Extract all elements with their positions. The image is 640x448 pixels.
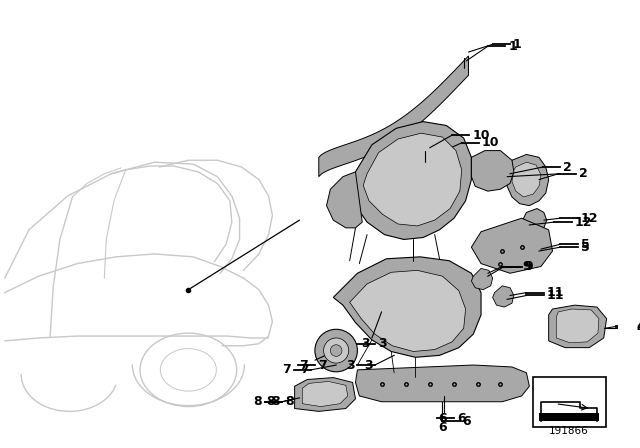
Polygon shape (319, 56, 468, 177)
Text: 10: 10 (482, 136, 499, 149)
Text: 12: 12 (580, 212, 598, 225)
Circle shape (330, 345, 342, 356)
Text: 5: 5 (580, 238, 589, 251)
Text: 6: 6 (457, 412, 465, 425)
Text: 7: 7 (318, 358, 326, 371)
Polygon shape (472, 218, 552, 273)
Text: 1: 1 (513, 38, 522, 51)
Text: 6: 6 (438, 421, 447, 434)
Text: 10: 10 (472, 129, 490, 142)
Polygon shape (507, 155, 548, 206)
Circle shape (324, 338, 349, 363)
Text: 6: 6 (438, 412, 447, 425)
Text: 3: 3 (346, 358, 355, 371)
Text: 4: 4 (637, 322, 640, 335)
Polygon shape (423, 141, 444, 162)
Text: 191866: 191866 (549, 426, 589, 436)
Text: 11: 11 (547, 286, 564, 299)
Polygon shape (548, 305, 607, 348)
Polygon shape (512, 162, 541, 197)
Text: 2: 2 (563, 160, 572, 173)
Polygon shape (349, 121, 472, 239)
Polygon shape (364, 133, 461, 226)
Text: 3: 3 (364, 358, 373, 371)
Text: 1: 1 (508, 40, 517, 53)
Polygon shape (523, 209, 547, 232)
Text: 5: 5 (580, 241, 589, 254)
Text: 11: 11 (547, 289, 564, 302)
Text: 7: 7 (282, 363, 291, 376)
Polygon shape (493, 286, 514, 307)
Text: 4: 4 (637, 320, 640, 333)
Polygon shape (472, 268, 493, 290)
Polygon shape (333, 257, 481, 358)
Bar (539, 414, 599, 421)
Text: 8: 8 (271, 395, 280, 408)
Text: 9: 9 (525, 260, 533, 273)
Text: 7: 7 (300, 358, 308, 371)
Polygon shape (302, 381, 348, 407)
Polygon shape (472, 151, 514, 191)
Text: 2: 2 (579, 167, 588, 180)
Text: 3: 3 (361, 337, 370, 350)
Text: 6: 6 (463, 414, 471, 427)
Polygon shape (349, 270, 465, 352)
Polygon shape (556, 309, 599, 343)
Text: 9: 9 (523, 260, 531, 273)
Circle shape (315, 329, 357, 372)
Text: 7: 7 (300, 363, 309, 376)
Text: 12: 12 (575, 215, 592, 228)
Text: 8: 8 (253, 395, 262, 408)
Polygon shape (355, 365, 529, 402)
Text: 8: 8 (267, 395, 275, 408)
Polygon shape (294, 378, 355, 411)
FancyBboxPatch shape (533, 377, 605, 427)
Text: 8: 8 (285, 395, 294, 408)
Polygon shape (326, 172, 362, 228)
Text: 3: 3 (378, 337, 387, 350)
